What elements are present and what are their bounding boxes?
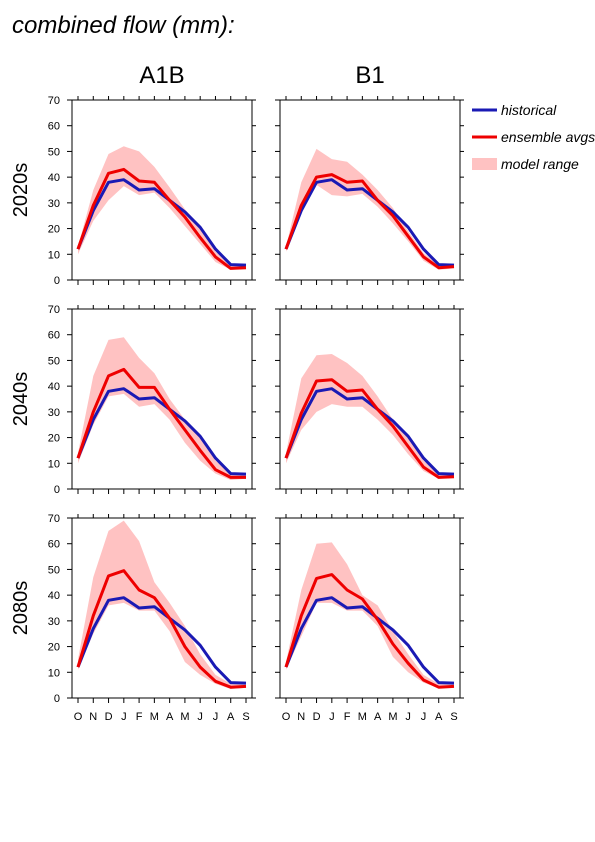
y-tick-label: 50 [48, 564, 60, 576]
panel-frame [71, 99, 253, 281]
x-tick-label: J [329, 711, 335, 723]
scenario-label-B1: B1 [355, 62, 384, 89]
period-label-2020s: 2020s [10, 163, 32, 218]
legend-label: ensemble avgs [501, 129, 595, 145]
legend-label: model range [501, 156, 579, 172]
x-tick-label: O [74, 711, 83, 723]
panel-frame [279, 99, 461, 281]
y-tick-label: 10 [48, 458, 60, 470]
panel-A1B-2040s: 0 10 20 30 40 50 60 70 [48, 304, 256, 496]
panel-B1-2020s [275, 96, 464, 285]
y-tick-label: 40 [48, 590, 60, 602]
y-tick-label: 40 [48, 381, 60, 393]
x-tick-label: A [166, 711, 174, 723]
x-tick-label: A [435, 711, 443, 723]
y-tick-label: 60 [48, 539, 60, 551]
y-tick-label: 30 [48, 616, 60, 628]
model-range-band [286, 542, 454, 689]
period-label-2040s: 2040s [10, 372, 32, 427]
x-tick-label: M [358, 711, 367, 723]
y-tick-label: 70 [48, 95, 60, 107]
y-tick-label: 10 [48, 249, 60, 261]
y-tick-label: 30 [48, 407, 60, 419]
historical-line [76, 596, 247, 685]
x-tick-label: J [121, 711, 127, 723]
ensemble-avg-line [284, 573, 455, 689]
y-tick-label: 40 [48, 172, 60, 184]
y-tick-label: 60 [48, 330, 60, 342]
y-tick-label: 70 [48, 513, 60, 525]
panel-frame [279, 517, 461, 699]
x-tick-label: J [213, 711, 219, 723]
ensemble-avg-line [76, 569, 247, 689]
scenario-label-A1B: A1B [139, 62, 184, 89]
y-tick-label: 60 [48, 121, 60, 133]
period-label-2080s: 2080s [10, 581, 32, 636]
x-tick-label: O [282, 711, 291, 723]
ensemble-avg-line [284, 173, 455, 270]
panel-A1B-2020s: 0 10 20 30 40 50 60 70 [48, 95, 256, 287]
y-tick-label: 20 [48, 642, 60, 654]
y-tick-label: 30 [48, 198, 60, 210]
x-tick-label: J [421, 711, 427, 723]
legend-swatch-area [472, 158, 497, 170]
x-tick-label: A [374, 711, 382, 723]
y-tick-label: 20 [48, 224, 60, 236]
x-tick-label: J [405, 711, 411, 723]
x-tick-label: M [388, 711, 397, 723]
legend-label: historical [501, 102, 557, 118]
historical-line [284, 596, 455, 685]
x-tick-label: M [150, 711, 159, 723]
chart-title: combined flow (mm): [12, 12, 235, 39]
legend-item-ensemble-avgs: ensemble avgs [472, 129, 595, 145]
historical-line [284, 178, 455, 267]
model-range-band [286, 148, 454, 270]
y-tick-label: 70 [48, 304, 60, 316]
y-tick-label: 0 [54, 693, 60, 705]
x-tick-label: D [105, 711, 113, 723]
x-tick-label: M [180, 711, 189, 723]
x-tick-label: D [313, 711, 321, 723]
panel-frame [279, 308, 461, 490]
panel-B1-2040s [275, 305, 464, 494]
x-tick-label: F [136, 711, 143, 723]
y-tick-label: 50 [48, 355, 60, 367]
ensemble-avg-line [284, 378, 455, 479]
legend-item-model-range: model range [472, 156, 579, 172]
x-tick-label: S [242, 711, 249, 723]
panel-frame [71, 517, 253, 699]
model-range-band [78, 146, 246, 270]
y-tick-label: 0 [54, 275, 60, 287]
x-tick-label: J [197, 711, 203, 723]
y-tick-label: 0 [54, 484, 60, 496]
model-range-band [78, 520, 246, 689]
y-tick-label: 10 [48, 667, 60, 679]
legend-item-historical: historical [472, 102, 557, 118]
historical-line [76, 178, 247, 267]
panel-frame [71, 308, 253, 490]
x-tick-label: N [89, 711, 97, 723]
x-tick-label: S [450, 711, 457, 723]
x-tick-label: F [344, 711, 351, 723]
historical-line [284, 387, 455, 476]
x-tick-label: N [297, 711, 305, 723]
ensemble-avg-line [76, 367, 246, 479]
model-range-band [286, 354, 454, 479]
x-tick-label: A [227, 711, 235, 723]
y-tick-label: 20 [48, 433, 60, 445]
historical-line [76, 387, 247, 476]
model-range-band [78, 337, 246, 480]
y-tick-label: 50 [48, 146, 60, 158]
ensemble-avg-line [76, 167, 247, 270]
